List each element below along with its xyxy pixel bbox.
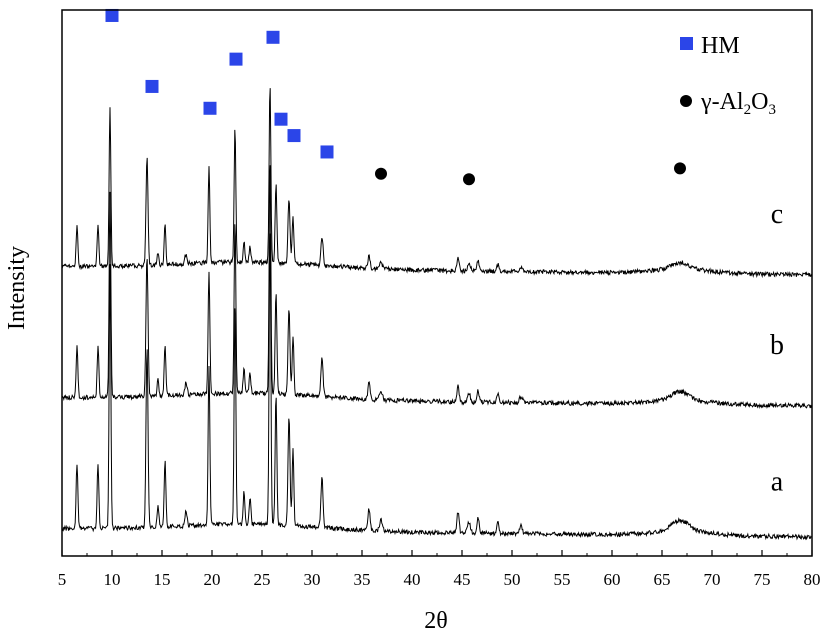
diffraction-curves bbox=[61, 88, 812, 541]
x-tick-label: 40 bbox=[404, 570, 421, 589]
curve-b bbox=[61, 165, 812, 410]
x-tick-label: 60 bbox=[604, 570, 621, 589]
x-axis-ticks: 5 10 15 20 25 30 35 40 45 50 55 60 65 70 75 80 bbox=[58, 550, 821, 589]
hm-peak-marker bbox=[105, 8, 119, 22]
legend-marker-al2o3 bbox=[680, 95, 692, 107]
al2o3-peak-marker bbox=[463, 173, 475, 186]
legend-al2o3-part1: γ-Al bbox=[700, 89, 744, 115]
legend-al2o3-sub2: 3 bbox=[768, 102, 776, 118]
x-tick-label: 55 bbox=[554, 570, 571, 589]
x-tick-label: 10 bbox=[104, 570, 121, 589]
curve-label-a: a bbox=[771, 466, 784, 497]
legend-label-hm: HM bbox=[701, 33, 740, 59]
legend-label-al2o3: γ-Al2O3 bbox=[700, 89, 776, 118]
hm-peak-marker bbox=[229, 52, 243, 66]
x-tick-label: 25 bbox=[254, 570, 271, 589]
hm-peak-marker bbox=[320, 145, 334, 159]
x-tick-label: 15 bbox=[154, 570, 171, 589]
hm-peak-marker bbox=[287, 129, 301, 143]
x-tick-label: 5 bbox=[58, 570, 67, 589]
legend-marker-hm bbox=[680, 37, 693, 50]
x-tick-label: 65 bbox=[654, 570, 671, 589]
curve-label-c: c bbox=[771, 199, 783, 230]
y-axis-title: Intensity bbox=[4, 246, 30, 330]
curve-a bbox=[61, 233, 812, 541]
x-tick-label: 30 bbox=[304, 570, 321, 589]
x-tick-label: 35 bbox=[354, 570, 371, 589]
x-tick-label: 20 bbox=[204, 570, 221, 589]
hm-peak-marker bbox=[266, 30, 280, 44]
x-tick-label: 70 bbox=[704, 570, 721, 589]
curve-labels: a b c bbox=[770, 199, 784, 498]
x-tick-label: 75 bbox=[754, 570, 771, 589]
al2o3-peak-marker bbox=[674, 162, 686, 175]
hm-peak-marker bbox=[203, 101, 217, 115]
x-tick-label: 45 bbox=[454, 570, 471, 589]
x-axis-title: 2θ bbox=[424, 608, 448, 634]
peak-markers bbox=[105, 8, 686, 186]
legend: HM γ-Al2O3 bbox=[680, 33, 776, 118]
x-tick-label: 80 bbox=[804, 570, 821, 589]
legend-al2o3-part2: O bbox=[751, 89, 768, 115]
hm-peak-marker bbox=[145, 79, 159, 93]
curve-c bbox=[61, 88, 812, 279]
plot-frame bbox=[61, 9, 813, 557]
al2o3-peak-marker bbox=[375, 167, 387, 180]
legend-al2o3-sub1: 2 bbox=[744, 102, 752, 118]
hm-peak-marker bbox=[274, 112, 288, 126]
curve-label-b: b bbox=[770, 330, 784, 361]
x-tick-label: 50 bbox=[504, 570, 521, 589]
